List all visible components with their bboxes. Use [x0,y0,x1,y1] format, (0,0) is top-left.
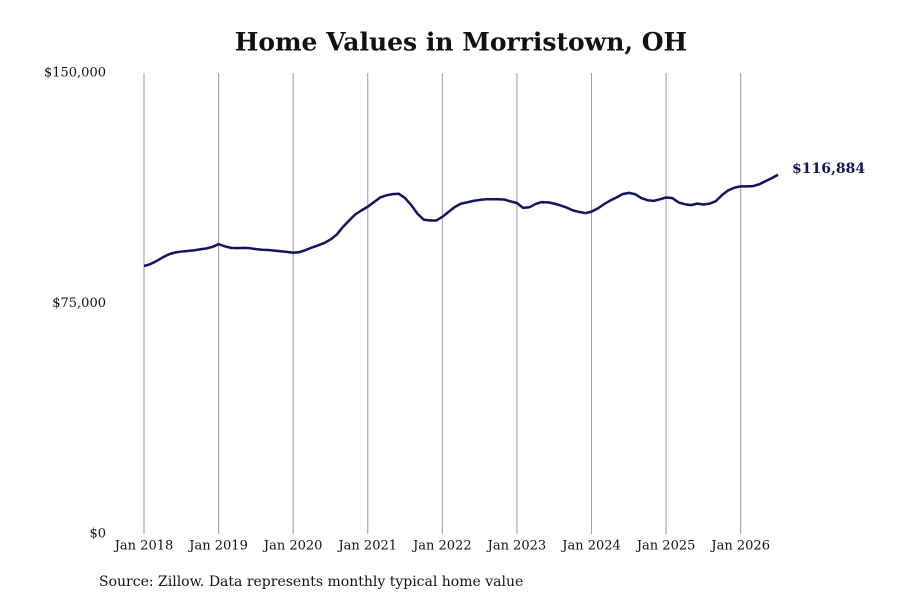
x-tick-label: Jan 2025 [635,539,696,554]
y-tick-label: $150,000 [44,66,106,81]
x-tick-label: Jan 2022 [411,539,472,554]
x-tick-label: Jan 2018 [113,539,174,554]
x-tick-label: Jan 2024 [560,539,621,554]
end-value-label: $116,884 [792,161,865,177]
y-tick-label: $75,000 [52,296,106,311]
x-tick-label: Jan 2021 [336,539,397,554]
x-tick-label: Jan 2019 [187,539,248,554]
x-tick-label: Jan 2026 [709,539,770,554]
x-tick-label: Jan 2023 [486,539,547,554]
y-tick-label: $0 [89,527,106,542]
chart-title: Home Values in Morristown, OH [235,28,687,57]
x-tick-label: Jan 2020 [262,539,323,554]
line [143,173,779,268]
source-note: Source: Zillow. Data represents monthly … [99,574,523,590]
